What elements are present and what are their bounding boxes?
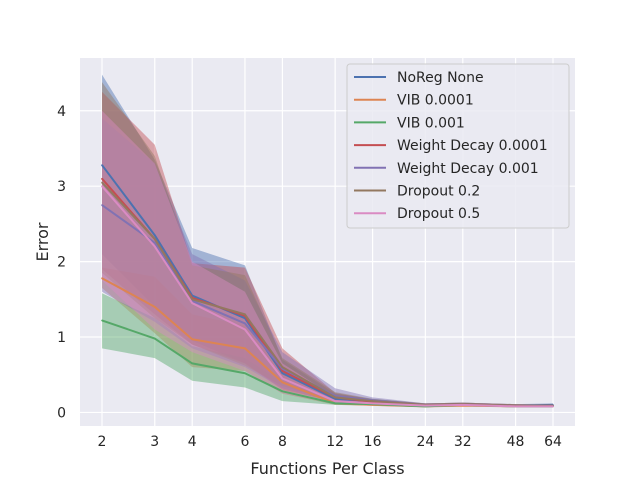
data-point — [101, 185, 103, 187]
data-point — [191, 362, 193, 365]
x-tick-label: 48 — [507, 434, 525, 450]
legend-label: Weight Decay 0.001 — [397, 161, 539, 177]
data-point — [281, 372, 284, 375]
y-tick-label: 4 — [57, 104, 66, 120]
data-point — [371, 402, 374, 405]
error-band — [102, 91, 553, 407]
y-tick-label: 0 — [57, 405, 66, 421]
data-point — [281, 377, 284, 380]
data-point — [334, 400, 336, 402]
x-tick-label: 64 — [544, 434, 562, 450]
series-lines — [101, 164, 554, 408]
error-band — [102, 293, 553, 408]
data-point — [153, 234, 156, 237]
data-point — [244, 313, 246, 316]
y-tick-label: 1 — [57, 330, 66, 346]
data-point — [101, 319, 103, 322]
data-point — [101, 277, 103, 279]
data-point — [101, 177, 103, 180]
data-point — [244, 328, 246, 331]
x-tick-label: 4 — [188, 434, 197, 450]
data-point — [281, 370, 284, 372]
x-tick-label: 8 — [278, 434, 287, 450]
data-point — [371, 400, 374, 402]
data-point — [153, 238, 156, 240]
x-tick-label: 16 — [364, 434, 382, 450]
data-point — [244, 347, 246, 350]
error-band — [102, 118, 553, 407]
data-point — [153, 241, 156, 244]
data-point — [462, 404, 464, 406]
data-point — [101, 181, 103, 184]
data-point — [153, 306, 156, 308]
data-point — [101, 164, 103, 166]
y-axis-label: Error — [33, 222, 52, 261]
data-point — [191, 302, 193, 304]
x-axis-label: Functions Per Class — [250, 459, 404, 478]
error-bands — [102, 74, 553, 408]
data-point — [552, 405, 554, 408]
data-point — [191, 298, 193, 301]
data-point — [281, 366, 284, 368]
y-tick-label: 3 — [57, 179, 66, 195]
data-point — [244, 372, 246, 375]
legend-frame — [346, 63, 570, 229]
error-band — [102, 74, 553, 407]
legend-label: NoReg None — [397, 70, 484, 86]
data-point — [244, 322, 246, 325]
data-point — [101, 204, 103, 206]
legend-label: VIB 0.0001 — [397, 93, 474, 109]
legend-items: NoReg None VIB 0.0001 VIB 0.001 Weight Deca… — [354, 70, 548, 222]
legend-label: Dropout 0.5 — [397, 206, 480, 222]
legend: NoReg None VIB 0.0001 VIB 0.001 Weight Deca… — [346, 63, 570, 229]
x-tick-label: 12 — [326, 434, 344, 450]
data-point — [334, 402, 336, 405]
data-point — [153, 245, 156, 248]
error-band — [102, 110, 553, 408]
error-band — [102, 82, 553, 407]
data-point — [424, 404, 427, 407]
legend-label: Weight Decay 0.0001 — [397, 138, 548, 154]
error-band — [102, 267, 553, 408]
data-point — [281, 381, 284, 384]
data-point — [153, 337, 156, 340]
x-tick-label: 3 — [150, 434, 159, 450]
x-tick-label: 24 — [416, 434, 434, 450]
data-point — [514, 405, 517, 408]
x-tick-label: 2 — [98, 434, 107, 450]
x-tick-label: 6 — [241, 434, 250, 450]
data-point — [191, 338, 193, 341]
y-ticks: 0 1 2 3 4 — [57, 104, 66, 422]
data-point — [281, 390, 284, 393]
data-point — [334, 396, 336, 399]
data-point — [334, 398, 336, 400]
x-tick-label: 32 — [454, 434, 472, 450]
y-tick-label: 2 — [57, 255, 66, 271]
legend-label: Dropout 0.2 — [397, 184, 480, 200]
legend-label: VIB 0.001 — [397, 115, 465, 131]
x-ticks: 2 3 4 6 8 12 16 24 32 48 64 — [98, 434, 562, 450]
